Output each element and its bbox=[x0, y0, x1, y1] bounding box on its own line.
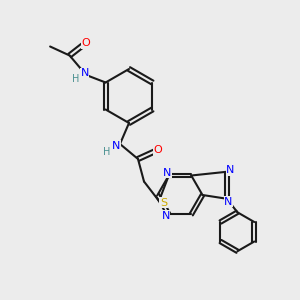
Text: N: N bbox=[224, 197, 232, 207]
Text: N: N bbox=[226, 165, 235, 175]
Text: N: N bbox=[80, 68, 89, 79]
Text: N: N bbox=[162, 211, 170, 221]
Text: S: S bbox=[160, 197, 167, 208]
Text: H: H bbox=[72, 74, 79, 85]
Text: N: N bbox=[112, 140, 121, 151]
Text: O: O bbox=[82, 38, 91, 49]
Text: N: N bbox=[163, 167, 171, 178]
Text: O: O bbox=[154, 145, 163, 155]
Text: H: H bbox=[103, 146, 110, 157]
